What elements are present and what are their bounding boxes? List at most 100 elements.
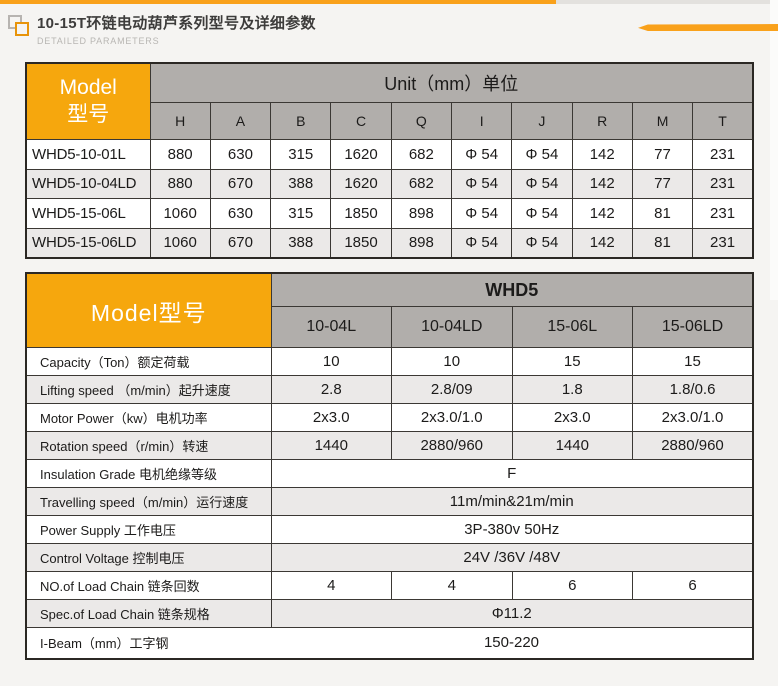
value-cell: 10 xyxy=(391,347,513,376)
value-cell: 898 xyxy=(390,227,452,258)
value-cell: 388 xyxy=(270,168,332,199)
model-header-cell: Model 型号 xyxy=(25,62,151,140)
table-row: NO.of Load Chain 链条回数 4 4 6 6 xyxy=(25,571,754,600)
column-header: R xyxy=(571,102,633,140)
column-header: 10-04LD xyxy=(391,306,513,348)
table-row: Lifting speed （m/min）起升速度 2.8 2.8/09 1.8… xyxy=(25,375,754,404)
column-header: C xyxy=(330,102,392,140)
section-header: 10-15T环链电动葫芦系列型号及详细参数 DETAILED PARAMETER… xyxy=(8,12,316,46)
value-cell: 4 xyxy=(391,571,513,600)
value-cell: 231 xyxy=(692,168,754,199)
model-cell: WHD5-10-04LD xyxy=(25,168,151,199)
table-subheader-row: H A B C Q I J R M T xyxy=(26,102,754,140)
page-subtitle: DETAILED PARAMETERS xyxy=(37,36,160,46)
value-cell: 6 xyxy=(511,571,633,600)
overlap-squares-icon xyxy=(8,15,30,37)
column-header: 15-06L xyxy=(511,306,633,348)
value-cell: 1850 xyxy=(330,227,392,258)
dimensions-table: Model 型号 Unit（mm）单位 H A B C Q I J R M T … xyxy=(25,62,754,259)
model-cell: WHD5-10-01L xyxy=(25,139,151,170)
table-row: WHD5-10-04LD 880 670 388 1620 682 Φ 54 Φ… xyxy=(25,168,754,199)
value-cell: 142 xyxy=(571,227,633,258)
value-cell: Φ 54 xyxy=(511,198,573,229)
value-cell: 2x3.0 xyxy=(270,403,392,432)
spec-label: I-Beam（mm）工字钢 xyxy=(25,627,271,659)
decorative-swoosh xyxy=(638,24,778,31)
value-cell: 1.8 xyxy=(511,375,633,404)
table-row: Travelling speed（m/min）运行速度 11m/min&21m/… xyxy=(25,487,754,516)
value-cell: 682 xyxy=(390,168,452,199)
table-row: Rotation speed（r/min）转速 1440 2880/960 14… xyxy=(25,431,754,460)
table-row: Capacity（Ton）额定荷载 10 10 15 15 xyxy=(25,347,754,376)
model-cell: WHD5-15-06LD xyxy=(25,227,151,258)
table-header-row: Model型号 WHD5 xyxy=(25,272,754,348)
value-cell: 880 xyxy=(149,139,211,170)
table-subheader-row: 10-04L 10-04LD 15-06L 15-06LD xyxy=(26,306,754,348)
value-cell: 1060 xyxy=(149,227,211,258)
table-row: I-Beam（mm）工字钢 150-220 xyxy=(25,627,754,659)
value-cell: 81 xyxy=(631,198,694,229)
value-cell: 231 xyxy=(692,227,754,258)
model-cell: WHD5-15-06L xyxy=(25,198,151,229)
value-cell: 880 xyxy=(149,168,211,199)
table-row: Control Voltage 控制电压 24V /36V /48V xyxy=(25,543,754,572)
value-cell: 2.8 xyxy=(270,375,392,404)
value-cell: 670 xyxy=(209,168,272,199)
table-row: Motor Power（kw）电机功率 2x3.0 2x3.0/1.0 2x3.… xyxy=(25,403,754,432)
column-header: I xyxy=(450,102,513,140)
value-cell: 1440 xyxy=(511,431,633,460)
value-cell: 630 xyxy=(209,139,272,170)
value-cell: 2x3.0/1.0 xyxy=(391,403,513,432)
value-cell: 2880/960 xyxy=(632,431,754,460)
page-title: 10-15T环链电动葫芦系列型号及详细参数 xyxy=(37,15,316,32)
table-row: Spec.of Load Chain 链条规格 Φ11.2 xyxy=(25,599,754,628)
specs-table: Model型号 WHD5 10-04L 10-04LD 15-06L 15-06… xyxy=(25,272,754,660)
column-header: M xyxy=(631,102,694,140)
value-cell: Φ 54 xyxy=(450,168,513,199)
value-cell: 1060 xyxy=(149,198,211,229)
spec-label: Motor Power（kw）电机功率 xyxy=(25,403,272,432)
value-cell: 4 xyxy=(270,571,392,600)
value-cell: 2.8/09 xyxy=(391,375,513,404)
spec-label: Spec.of Load Chain 链条规格 xyxy=(25,599,272,628)
value-cell: 142 xyxy=(571,198,633,229)
column-header: H xyxy=(149,102,211,140)
value-cell: 2x3.0 xyxy=(511,403,633,432)
column-header: B xyxy=(270,102,332,140)
value-cell: 1850 xyxy=(330,198,392,229)
table-row: WHD5-10-01L 880 630 315 1620 682 Φ 54 Φ … xyxy=(25,139,754,170)
table-row: Power Supply 工作电压 3P-380v 50Hz xyxy=(25,515,754,544)
value-cell: 142 xyxy=(571,168,633,199)
value-cell: 11m/min&21m/min xyxy=(270,487,754,516)
value-cell: 231 xyxy=(692,139,754,170)
table-row: WHD5-15-06LD 1060 670 388 1850 898 Φ 54 … xyxy=(25,227,754,258)
value-cell: 10 xyxy=(270,347,392,376)
value-cell: 315 xyxy=(270,139,332,170)
spec-label: Control Voltage 控制电压 xyxy=(25,543,272,572)
value-cell: Φ11.2 xyxy=(270,599,754,628)
value-cell: Φ 54 xyxy=(450,139,513,170)
value-cell: 15 xyxy=(511,347,633,376)
value-cell: 670 xyxy=(209,227,272,258)
value-cell: 6 xyxy=(632,571,754,600)
spec-label: NO.of Load Chain 链条回数 xyxy=(25,571,272,600)
column-header: T xyxy=(692,102,754,140)
value-cell: 1620 xyxy=(330,168,392,199)
top-gray-bar xyxy=(556,0,770,4)
value-cell: Φ 54 xyxy=(450,198,513,229)
value-cell: 142 xyxy=(571,139,633,170)
series-header-cell: WHD5 xyxy=(270,272,754,307)
value-cell: 898 xyxy=(390,198,452,229)
value-cell: 2880/960 xyxy=(391,431,513,460)
model-header-cell: Model型号 xyxy=(25,272,272,348)
page-edge-strip xyxy=(770,0,778,300)
value-cell: Φ 54 xyxy=(450,227,513,258)
value-cell: 630 xyxy=(209,198,272,229)
value-cell: 15 xyxy=(632,347,754,376)
value-cell: 81 xyxy=(631,227,694,258)
value-cell: 77 xyxy=(631,139,694,170)
value-cell: 150-220 xyxy=(271,627,754,659)
column-header: Q xyxy=(390,102,452,140)
value-cell: 231 xyxy=(692,198,754,229)
